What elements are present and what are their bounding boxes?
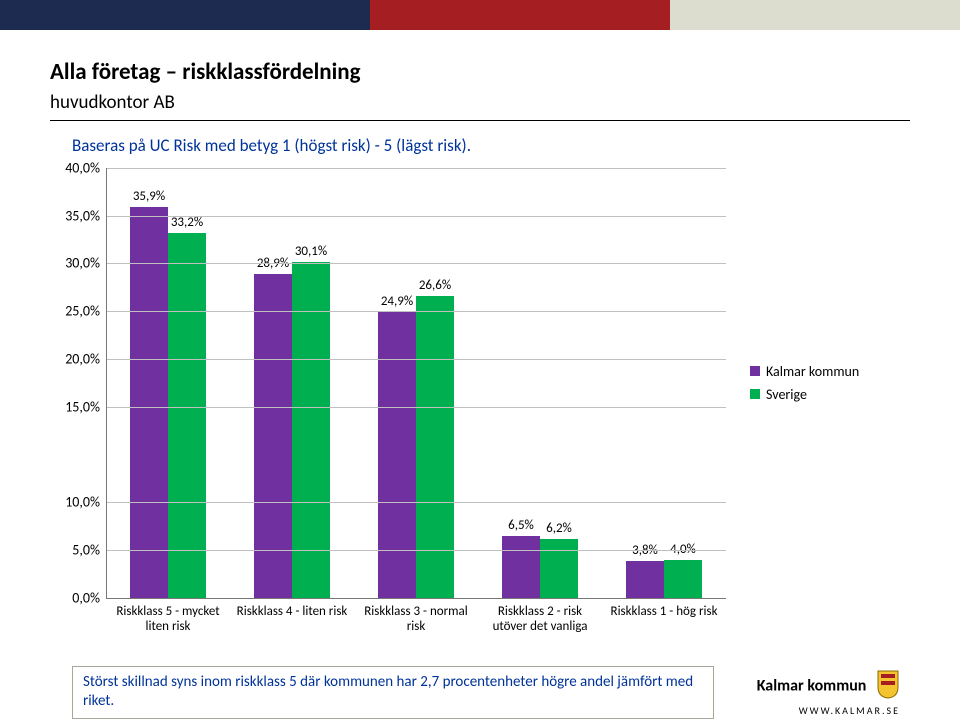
y-tick-label: 5,0% (72, 541, 100, 558)
y-tick-label: 20,0% (65, 350, 100, 367)
gridline (106, 311, 726, 312)
legend-item-0: Kalmar kommun (750, 363, 859, 380)
x-tick-label: Riskklass 5 - mycket liten risk (106, 600, 230, 635)
gridline (106, 216, 726, 217)
x-tick-label: Riskklass 3 - normal risk (354, 600, 478, 635)
bar-group: 6,5%6,2% (478, 168, 602, 598)
bar-value-label: 26,6% (419, 278, 451, 293)
title-line1: Alla företag – riskklassfördelning (50, 58, 361, 86)
x-tick-label: Riskklass 1 - hög risk (602, 600, 726, 635)
bar: 4,0% (664, 560, 702, 598)
band-navy (0, 0, 370, 30)
bar: 33,2% (168, 233, 206, 598)
footer-url: WWW.KALMAR.SE (757, 704, 900, 717)
x-tick-label: Riskklass 4 - liten risk (230, 600, 354, 635)
legend-label-1: Sverige (766, 386, 807, 403)
legend-label-0: Kalmar kommun (766, 363, 859, 380)
x-tick-label: Riskklass 2 - risk utöver det vanliga (478, 600, 602, 635)
crest-icon (876, 669, 900, 704)
bar-group: 3,8%4,0% (602, 168, 726, 598)
bar-groups: 35,9%33,2%28,9%30,1%24,9%26,6%6,5%6,2%3,… (106, 168, 726, 598)
legend-swatch-1 (750, 389, 760, 399)
y-tick-label: 35,0% (65, 207, 100, 224)
band-tan (670, 0, 960, 30)
footer-brand: Kalmar kommun (757, 676, 867, 695)
note-text: Störst skillnad syns inom riskklass 5 dä… (83, 673, 693, 711)
bar-value-label: 30,1% (295, 244, 327, 259)
bar-group: 24,9%26,6% (354, 168, 478, 598)
gridline (106, 502, 726, 503)
bar: 26,6% (416, 296, 454, 598)
chart-description: Baseras på UC Risk med betyg 1 (högst ri… (72, 135, 910, 156)
bar: 30,1% (292, 262, 330, 597)
bar-value-label: 33,2% (171, 215, 203, 230)
y-tick-label: 25,0% (65, 303, 100, 320)
bar-value-label: 24,9% (381, 294, 413, 309)
y-tick-label: 0,0% (72, 589, 100, 606)
header-band (0, 0, 960, 30)
bar-group: 35,9%33,2% (106, 168, 230, 598)
gridline (106, 550, 726, 551)
y-tick-label: 15,0% (65, 398, 100, 415)
legend: Kalmar kommun Sverige (750, 363, 859, 409)
page-body: Alla företag – riskklassfördelning huvud… (50, 58, 910, 719)
band-red (370, 0, 670, 30)
bar-group: 28,9%30,1% (230, 168, 354, 598)
gridline (106, 359, 726, 360)
y-axis-line (106, 168, 107, 598)
legend-item-1: Sverige (750, 386, 859, 403)
bar-value-label: 6,5% (508, 518, 534, 533)
page-title: Alla företag – riskklassfördelning (50, 58, 910, 87)
bar: 35,9% (130, 207, 168, 598)
y-tick-label: 40,0% (65, 159, 100, 176)
gridline (106, 263, 726, 264)
chart: 40,0%35,0%30,0%25,0%20,0%15,0%10,0%5,0%0… (50, 168, 910, 598)
y-tick-label: 30,0% (65, 255, 100, 272)
bar: 3,8% (626, 561, 664, 597)
bar-value-label: 35,9% (133, 189, 165, 204)
gridline (106, 407, 726, 408)
bar: 24,9% (378, 312, 416, 598)
legend-swatch-0 (750, 366, 760, 376)
bar-value-label: 6,2% (546, 521, 572, 536)
bar: 6,5% (502, 536, 540, 598)
gridline (106, 168, 726, 169)
plot-area: 35,9%33,2%28,9%30,1%24,9%26,6%6,5%6,2%3,… (106, 168, 726, 598)
y-tick-label: 10,0% (65, 494, 100, 511)
x-axis-line (106, 598, 726, 599)
x-axis-labels: Riskklass 5 - mycket liten riskRiskklass… (106, 600, 726, 635)
note-box: Störst skillnad syns inom riskklass 5 dä… (72, 666, 714, 719)
title-line2: huvudkontor AB (50, 91, 910, 114)
footer-logo: Kalmar kommun WWW.KALMAR.SE (757, 669, 900, 717)
title-rule (50, 120, 910, 121)
y-axis-labels: 40,0%35,0%30,0%25,0%20,0%15,0%10,0%5,0%0… (50, 168, 106, 598)
bar: 6,2% (540, 539, 578, 598)
